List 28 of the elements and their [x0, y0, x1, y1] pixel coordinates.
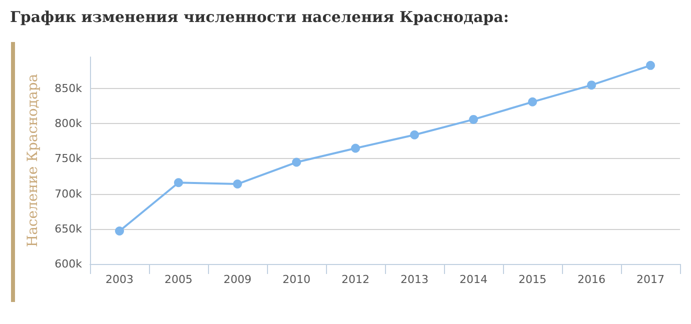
y-tick-label: 850k — [54, 82, 83, 96]
x-tick-label: 2009 — [224, 273, 252, 286]
point — [469, 114, 478, 124]
x-tick-label: 2005 — [164, 273, 192, 286]
point — [174, 178, 183, 188]
point — [646, 60, 655, 70]
x-tick-label: 2015 — [518, 273, 546, 286]
x-tick-label: 2014 — [460, 273, 488, 286]
y-tick-label: 600k — [54, 258, 83, 270]
point — [351, 144, 360, 153]
point — [292, 158, 301, 167]
y-tick-label: 700k — [54, 187, 83, 200]
point — [587, 80, 596, 90]
x-tick-label: 2017 — [636, 273, 664, 286]
point — [528, 97, 537, 106]
x-tick-label: 2012 — [342, 273, 370, 286]
y-tick-label: 750k — [54, 152, 83, 166]
x-tick-label: 2003 — [106, 273, 134, 286]
point — [233, 180, 242, 189]
y-tick-label: 800k — [54, 117, 83, 130]
chart-title: График изменения численности населения Краснодара: — [10, 8, 510, 26]
point — [410, 130, 419, 140]
y-tick-label: 650k — [54, 222, 83, 236]
x-tick-label: 2016 — [578, 273, 606, 286]
point — [115, 226, 124, 236]
x-tick-label: 2013 — [400, 273, 428, 286]
y-axis-title: Население Краснодара — [25, 74, 41, 248]
x-tick-label: 2010 — [282, 273, 310, 286]
